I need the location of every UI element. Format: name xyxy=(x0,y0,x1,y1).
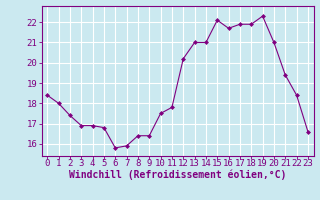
X-axis label: Windchill (Refroidissement éolien,°C): Windchill (Refroidissement éolien,°C) xyxy=(69,169,286,180)
